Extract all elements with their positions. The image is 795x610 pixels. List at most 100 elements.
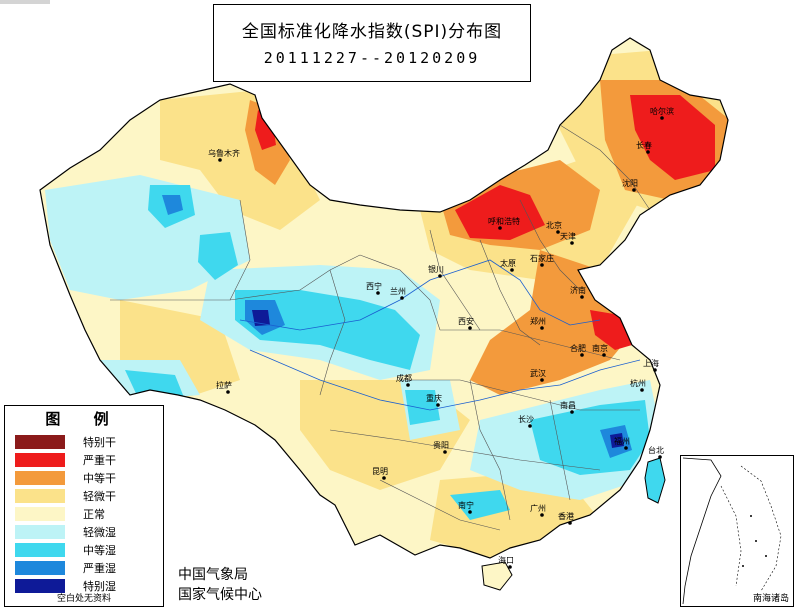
city-label-xian: 西安 (458, 316, 474, 326)
city-marker-jinan (580, 295, 584, 299)
legend-swatch (15, 489, 65, 503)
south-china-sea-inset: 南海诸岛 (680, 455, 794, 607)
city-label-chengdu: 成都 (396, 373, 412, 383)
legend-swatch (15, 561, 65, 575)
city-label-jinan: 济南 (570, 285, 586, 295)
legend-label: 严重湿 (83, 562, 116, 575)
city-label-haikou: 海口 (498, 555, 514, 565)
legend-swatch (15, 453, 65, 467)
legend-label: 特别干 (83, 436, 116, 449)
city-label-shijiazhuang: 石家庄 (530, 253, 554, 263)
city-label-hongkong: 香港 (558, 511, 574, 521)
city-marker-guangzhou (540, 513, 544, 517)
legend-swatch (15, 579, 65, 593)
city-marker-lhasa (226, 390, 230, 394)
city-label-nanjing: 南京 (592, 343, 608, 353)
city-marker-urumqi (218, 158, 222, 162)
city-marker-lanzhou (400, 296, 404, 300)
city-marker-nanning (468, 510, 472, 514)
city-label-changchun: 长春 (636, 140, 652, 150)
taiwan-island (644, 457, 666, 504)
legend-item: 中等干 (15, 470, 155, 486)
legend-label: 中等湿 (83, 544, 116, 557)
city-label-harbin: 哈尔滨 (650, 106, 674, 116)
city-label-nanning: 南宁 (458, 500, 474, 510)
city-label-hefei: 合肥 (570, 343, 586, 353)
city-label-wuhan: 武汉 (530, 368, 546, 378)
rivers (239, 259, 641, 411)
city-marker-chengdu (406, 383, 410, 387)
city-marker-nanjing (602, 353, 606, 357)
legend-swatch (15, 525, 65, 539)
legend-item: 严重湿 (15, 560, 155, 576)
city-label-hangzhou: 杭州 (630, 378, 646, 388)
legend-label: 特别湿 (83, 580, 116, 593)
city-marker-taiyuan (510, 268, 514, 272)
city-marker-shanghai (653, 368, 657, 372)
legend-label: 正常 (83, 508, 105, 521)
agency-line1: 中国气象局 (178, 567, 248, 583)
map-title: 全国标准化降水指数(SPI)分布图 (241, 22, 503, 42)
legend-label: 轻微干 (83, 490, 116, 503)
city-marker-hangzhou (640, 388, 644, 392)
city-label-taipei: 台北 (648, 445, 664, 455)
map-period: 20111227--20120209 (263, 49, 481, 67)
legend-label: 轻微湿 (83, 526, 116, 539)
city-label-tianjin: 天津 (560, 231, 576, 241)
legend: 图 例 特别干严重干中等干轻微干正常轻微湿中等湿严重湿特别湿 空白处无资料 (4, 405, 164, 607)
title-box: 全国标准化降水指数(SPI)分布图 20111227--20120209 (213, 4, 531, 82)
inset-map (682, 457, 782, 605)
legend-title: 图 例 (45, 410, 123, 428)
legend-item: 正常 (15, 506, 155, 522)
city-marker-zhengzhou (540, 326, 544, 330)
city-marker-yinchuan (438, 274, 442, 278)
city-marker-wuhan (540, 378, 544, 382)
city-marker-xining (376, 291, 380, 295)
city-marker-hefei (580, 353, 584, 357)
city-label-guangzhou: 广州 (530, 503, 546, 513)
city-label-fuzhou: 福州 (614, 437, 630, 446)
city-marker-hongkong (568, 521, 572, 525)
city-label-nanchang: 南昌 (560, 400, 576, 410)
legend-item: 中等湿 (15, 542, 155, 558)
corner-mark (0, 0, 50, 4)
legend-swatch (15, 543, 65, 557)
city-marker-nanchang (570, 410, 574, 414)
city-label-guiyang: 贵阳 (433, 440, 449, 450)
city-marker-changchun (646, 150, 650, 154)
city-label-shenyang: 沈阳 (622, 178, 638, 188)
city-marker-kunming (382, 476, 386, 480)
legend-swatch (15, 435, 65, 449)
city-marker-hohhot (498, 226, 502, 230)
legend-swatch (15, 507, 65, 521)
city-marker-chongqing (436, 403, 440, 407)
city-marker-shenyang (632, 188, 636, 192)
city-marker-guiyang (443, 450, 447, 454)
legend-item: 特别干 (15, 434, 155, 450)
city-label-chongqing: 重庆 (426, 393, 442, 403)
city-marker-haikou (508, 565, 512, 569)
city-label-shanghai: 上海 (643, 358, 659, 368)
city-marker-beijing (556, 230, 560, 234)
province-boundaries (110, 124, 651, 531)
city-label-urumqi: 乌鲁木齐 (208, 148, 240, 158)
inset-label: 南海诸岛 (752, 594, 789, 604)
city-label-xining: 西宁 (366, 281, 382, 291)
city-marker-taipei (658, 455, 662, 459)
city-marker-xian (468, 326, 472, 330)
legend-label: 严重干 (83, 454, 116, 467)
hainan-island (481, 561, 513, 591)
legend-footnote: 空白处无资料 (56, 594, 111, 604)
city-marker-tianjin (570, 241, 574, 245)
city-label-taiyuan: 太原 (500, 258, 516, 268)
city-label-yinchuan: 银川 (428, 264, 444, 274)
city-marker-shijiazhuang (540, 263, 544, 267)
city-marker-fuzhou (624, 446, 628, 450)
agency-line2: 国家气候中心 (178, 587, 262, 603)
city-marker-changsha (528, 424, 532, 428)
legend-item: 严重干 (15, 452, 155, 468)
city-label-changsha: 长沙 (518, 414, 534, 424)
city-label-lhasa: 拉萨 (216, 380, 232, 390)
